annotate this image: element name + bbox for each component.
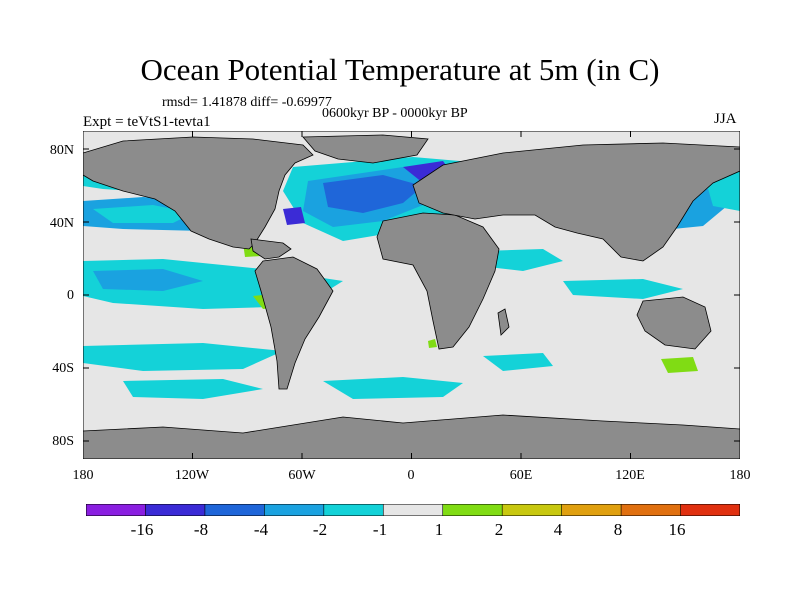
map-tick-marks (83, 131, 740, 459)
colorbar-label-4: 4 (553, 520, 563, 539)
central-america (250, 238, 292, 260)
lon-label-60e: 60E (509, 468, 533, 483)
greenland (302, 134, 429, 164)
colorbar-swatches (86, 504, 740, 516)
lon-label-120e: 120E (615, 468, 645, 483)
experiment-label: Expt = teVtS1-tevta1 (83, 114, 211, 130)
colorbar-label-16: 16 (668, 520, 686, 539)
colorbar-label-minus16: -16 (130, 520, 154, 539)
colorbar-swatch-8 (561, 504, 622, 516)
lat-label-0: 0 (67, 288, 74, 303)
lon-label-180e: 180 (729, 468, 751, 483)
lon-label-180w: 180 (72, 468, 94, 483)
colorbar-label-2: 2 (494, 520, 504, 539)
period-annotation: 0600kyr BP - 0000kyr BP (322, 106, 468, 121)
colorbar-swatch-10 (680, 504, 740, 516)
colorbar-swatch-4 (323, 504, 385, 516)
lat-label-40s: 40S (52, 361, 74, 376)
colorbar-swatch-3 (264, 504, 325, 516)
colorbar-swatch-5 (382, 504, 444, 516)
antarctica (83, 414, 740, 459)
lat-label-40n: 40N (49, 216, 74, 231)
colorbar-swatch-0 (86, 504, 147, 516)
colorbar-swatch-6 (442, 504, 503, 516)
africa (376, 212, 500, 350)
colorbar-label-minus2: -2 (312, 520, 328, 539)
land-masses (83, 134, 740, 459)
north-america (83, 136, 314, 250)
colorbar-label-minus1: -1 (372, 520, 388, 539)
colorbar-swatch-9 (620, 504, 682, 516)
stats-annotation: rmsd= 1.41878 diff= -0.69977 (162, 95, 332, 110)
lon-label-60w: 60W (288, 468, 316, 483)
colorbar (86, 504, 740, 516)
lon-label-0: 0 (407, 468, 415, 483)
colorbar-label-minus4: -4 (253, 520, 269, 539)
colorbar-swatch-7 (501, 504, 563, 516)
colorbar-label-1: 1 (434, 520, 444, 539)
lat-label-80s: 80S (52, 434, 74, 449)
colorbar-label-minus8: -8 (193, 520, 209, 539)
temperature-anomaly-map (83, 131, 740, 459)
madagascar (497, 308, 510, 336)
eurasia (412, 142, 740, 262)
south-america (254, 256, 334, 390)
lat-label-80n: 80N (49, 143, 74, 158)
australia (636, 296, 712, 350)
figure-title: Ocean Potential Temperature at 5m (in C) (140, 52, 660, 87)
season-label: JJA (714, 111, 737, 127)
colorbar-label-8: 8 (613, 520, 623, 539)
lon-label-120w: 120W (174, 468, 210, 483)
colorbar-swatch-2 (204, 504, 266, 516)
colorbar-swatch-1 (145, 504, 206, 516)
